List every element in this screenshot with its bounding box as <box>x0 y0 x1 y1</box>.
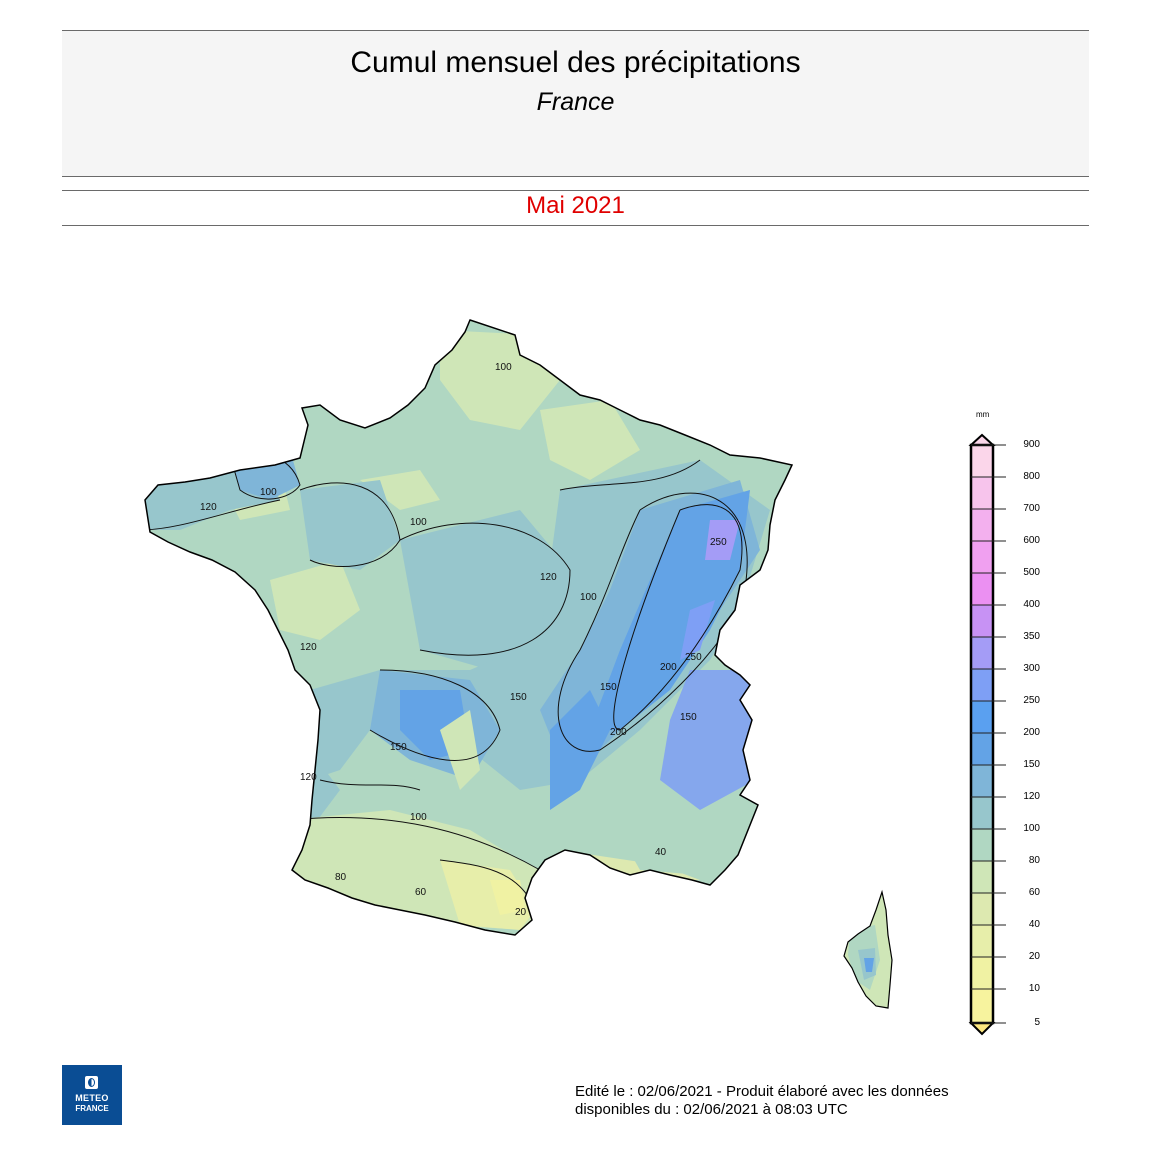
svg-text:120: 120 <box>200 502 217 513</box>
svg-text:80: 80 <box>335 872 347 883</box>
svg-text:120: 120 <box>300 772 317 783</box>
period-label: Mai 2021 <box>526 192 625 219</box>
legend-tick-400: 400 <box>1023 599 1040 610</box>
svg-text:120: 120 <box>540 572 557 583</box>
svg-text:250: 250 <box>685 652 702 663</box>
legend-tick-40: 40 <box>1028 919 1040 930</box>
edition-info: Edité le : 02/06/2021 - Produit élaboré … <box>575 1083 949 1119</box>
svg-text:40: 40 <box>655 847 667 858</box>
france-precipitation-map: 100 100 120 100 100 120 200 250 250 150 … <box>144 319 794 936</box>
meteo-france-logo: METEO FRANCE <box>62 1065 122 1125</box>
svg-text:100: 100 <box>580 592 597 603</box>
page-title: Cumul mensuel des précipitations <box>350 46 801 79</box>
legend-tick-250: 250 <box>1023 695 1040 706</box>
svg-text:100: 100 <box>260 487 277 498</box>
svg-text:150: 150 <box>390 742 407 753</box>
colorbar <box>968 433 1006 1036</box>
svg-text:100: 100 <box>410 517 427 528</box>
colorbar-legend: mm 900 <box>960 410 1050 1040</box>
svg-text:150: 150 <box>680 712 697 723</box>
period-band: Mai 2021 <box>62 190 1089 226</box>
svg-text:100: 100 <box>495 362 512 373</box>
legend-tick-600: 600 <box>1023 535 1040 546</box>
svg-text:120: 120 <box>300 642 317 653</box>
legend-tick-60: 60 <box>1028 887 1040 898</box>
page-subtitle: France <box>536 88 615 116</box>
legend-tick-700: 700 <box>1023 503 1040 514</box>
svg-text:200: 200 <box>660 662 677 673</box>
header-panel: Cumul mensuel des précipitations France <box>62 30 1089 177</box>
svg-text:20: 20 <box>515 907 527 918</box>
legend-tick-120: 120 <box>1023 791 1040 802</box>
corsica-map <box>843 889 893 1009</box>
legend-tick-500: 500 <box>1023 567 1040 578</box>
svg-text:150: 150 <box>600 682 617 693</box>
logo-text-france: FRANCE <box>75 1104 109 1113</box>
legend-tick-80: 80 <box>1028 855 1040 866</box>
legend-unit: mm <box>976 410 990 419</box>
meteo-france-emblem-icon <box>85 1076 98 1089</box>
legend-tick-20: 20 <box>1028 951 1040 962</box>
legend-tick-150: 150 <box>1023 759 1040 770</box>
legend-tick-300: 300 <box>1023 663 1040 674</box>
edition-line-1: Edité le : 02/06/2021 - Produit élaboré … <box>575 1083 949 1100</box>
legend-tick-350: 350 <box>1023 631 1040 642</box>
legend-tick-200: 200 <box>1023 727 1040 738</box>
legend-tick-100: 100 <box>1023 823 1040 834</box>
svg-text:250: 250 <box>710 537 727 548</box>
svg-text:60: 60 <box>415 887 427 898</box>
svg-text:100: 100 <box>410 812 427 823</box>
svg-text:150: 150 <box>510 692 527 703</box>
logo-text-meteo: METEO <box>75 1093 109 1103</box>
legend-tick-5: 5 <box>1034 1017 1040 1028</box>
legend-tick-800: 800 <box>1023 471 1040 482</box>
svg-text:200: 200 <box>610 727 627 738</box>
edition-line-2: disponibles du : 02/06/2021 à 08:03 UTC <box>575 1101 848 1118</box>
legend-tick-10: 10 <box>1028 983 1040 994</box>
legend-tick-900: 900 <box>1023 439 1040 450</box>
